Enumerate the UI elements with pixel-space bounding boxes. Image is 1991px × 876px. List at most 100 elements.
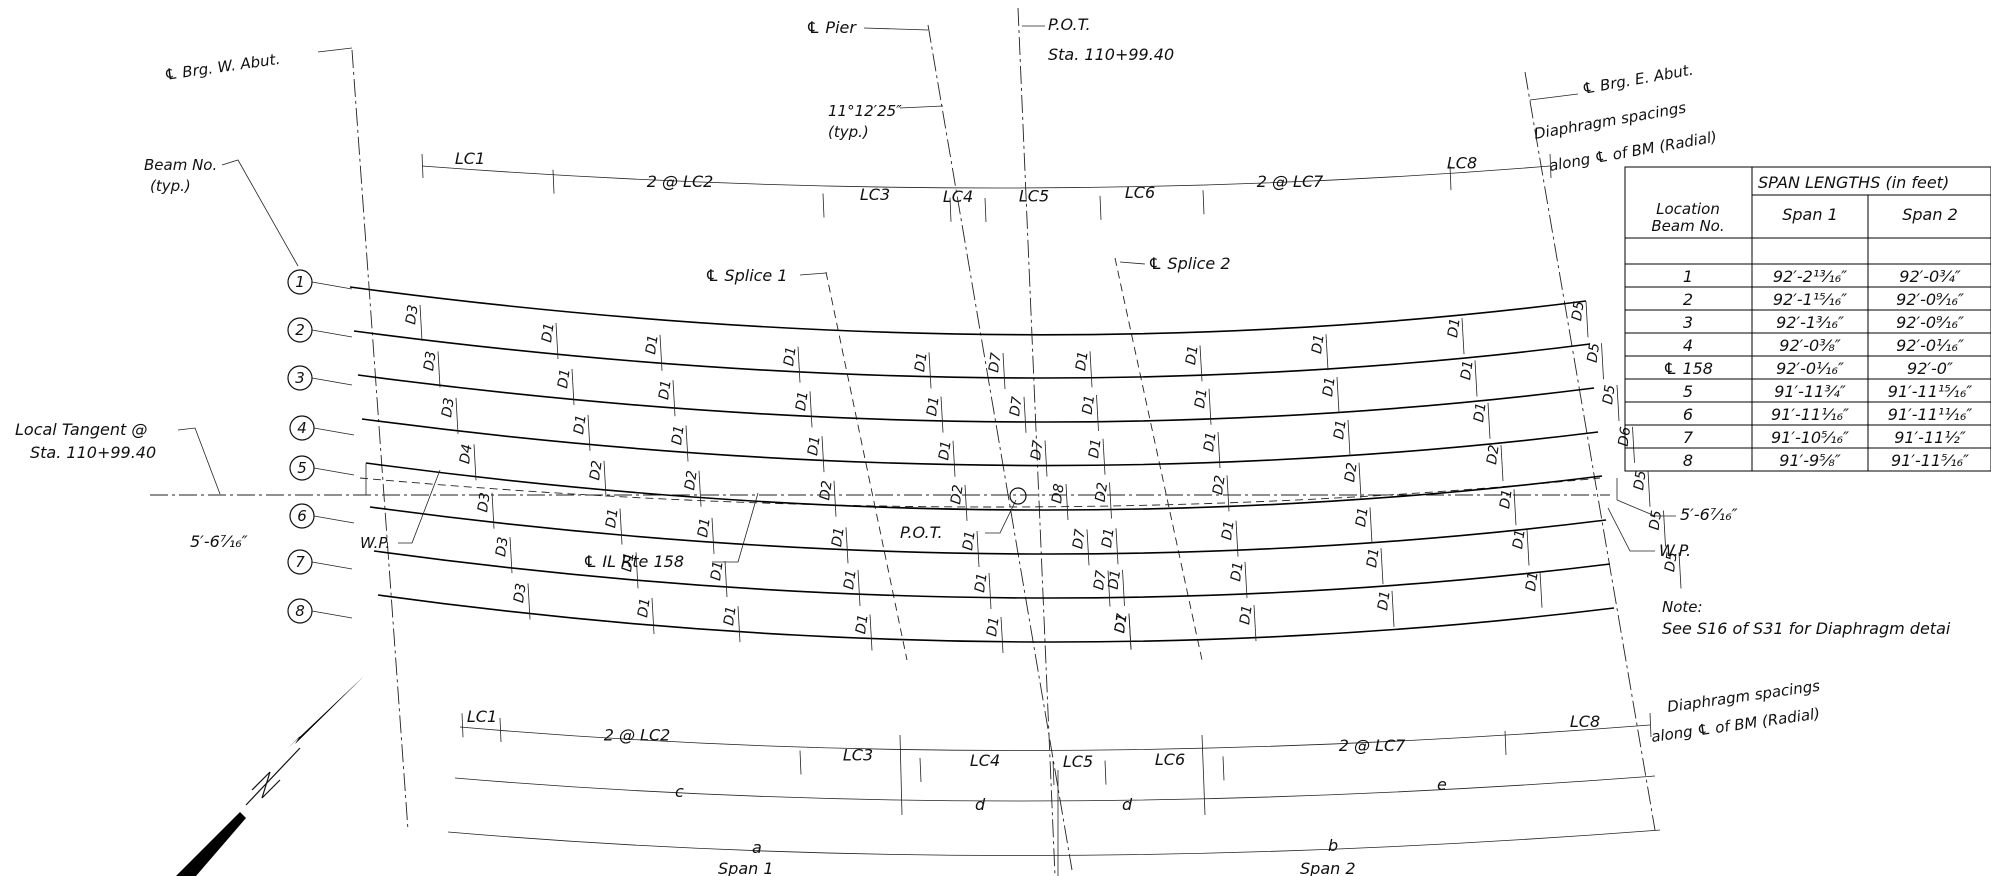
diaphragm-member [1217, 432, 1221, 469]
east-abutment-bearing-line [1524, 71, 1656, 831]
pot-center-leader [985, 499, 1017, 534]
diaphragm-label: D3 [493, 536, 512, 558]
diaphragm-member [1369, 507, 1373, 544]
diaphragm-member [821, 436, 825, 473]
table-frame [1624, 166, 1991, 472]
table-cell: 92′-2¹³⁄₁₆″ [1773, 267, 1847, 286]
table-cell: 92′-0³⁄₄″ [1899, 267, 1960, 286]
pot-center-label: P.O.T. [900, 523, 943, 542]
table-cell: 92′-1¹⁵⁄₁₆″ [1773, 290, 1847, 309]
beam-line-7 [373, 550, 1611, 599]
bottom-dimensions: c d d e a b Span 1 Span 2 Diaphragm spac… [447, 677, 1821, 876]
table-cell: 4 [1683, 336, 1693, 355]
diaphragm-member [1208, 388, 1212, 425]
diaphragm-label: D1 [1228, 561, 1247, 583]
table-cell: 3 [1683, 313, 1693, 332]
dim-d2-label: d [1122, 795, 1133, 814]
diaphragm-label: D5 [1600, 384, 1619, 406]
beam-number-label: 4 [297, 419, 307, 437]
pier-centerline [927, 24, 1073, 871]
diaphragm-member [1235, 520, 1239, 557]
diaphragm-member [1109, 482, 1112, 519]
bottom-dimension-tick [1222, 756, 1225, 781]
beam-line-4 [361, 418, 1599, 467]
diaphragm-label: D1 [1353, 506, 1372, 528]
skew-leader [899, 105, 944, 109]
diaphragm-member [940, 396, 944, 433]
header-beam-no: Beam No. [1651, 217, 1724, 235]
offset-left-label: 5′-6⁷⁄₁₆″ [190, 532, 248, 551]
right-annotations: 5′-6⁷⁄₁₆″ W.P. Note: See S16 of S31 for … [1607, 478, 1951, 638]
diaphragm-member [737, 606, 741, 643]
diaphragm-label: D1 [708, 560, 727, 582]
diaphragm-label: D3 [421, 350, 440, 372]
beam-bubble-leader [311, 610, 353, 619]
bottom-dimension-tick [799, 750, 802, 775]
diaphragm-label: D7 [1007, 396, 1026, 418]
table-cell: 1 [1683, 267, 1693, 286]
splice-2-label: ℄ Splice 2 [1148, 254, 1231, 273]
diaphragm-label: D1 [1106, 569, 1125, 591]
diaphragm-label: D1 [924, 395, 943, 417]
diaphragm-label: D1 [619, 551, 638, 573]
diaphragm-member [1325, 334, 1329, 371]
local-tangent-station: Sta. 110+99.40 [30, 443, 156, 462]
route-158-centerline [359, 477, 1601, 508]
diaphragm-label: D1 [805, 435, 824, 457]
table-cell: 6 [1683, 405, 1693, 424]
wp-right-label: W.P. [1659, 541, 1691, 560]
diaphragm-member [724, 561, 728, 598]
diaphragm-label: D5 [1585, 342, 1604, 364]
bottom-dimension-tick [499, 718, 502, 743]
bottom-spacing-label: LC5 [1063, 752, 1093, 771]
north-arrow-shaft [245, 747, 301, 806]
diaphragm-label: D7 [1070, 528, 1089, 550]
diaphragm-member [928, 352, 932, 389]
beam-bubble-leader [311, 377, 353, 386]
table-cell: 91′-11¹¹⁄₁₆″ [1888, 405, 1972, 424]
diaphragm-member [1347, 419, 1351, 456]
diaphragm-member [1244, 561, 1248, 598]
table-cell: 92′-0⁹⁄₁₆″ [1896, 290, 1964, 309]
wp-right-leader [1607, 507, 1655, 552]
diaphragm-label: D1 [1364, 547, 1383, 569]
table-cell: 92′-0¹⁄₁₆″ [1776, 359, 1844, 378]
diaphragm-label: D1 [1192, 388, 1211, 410]
table-cell: 7 [1683, 428, 1694, 447]
diaphragm-member [809, 391, 813, 428]
diaphragm-label: D1 [656, 379, 675, 401]
diaphragm-member [1632, 426, 1635, 463]
diaphragm-label: D1 [1320, 376, 1339, 398]
diaphragm-label: D7 [1091, 569, 1110, 591]
bottom-spacing-label: LC3 [843, 746, 873, 765]
diaphragm-member [833, 480, 837, 517]
diaphragm-member [659, 334, 663, 371]
diaphragm-label: D1 [1331, 419, 1350, 441]
tick-c-d [899, 734, 903, 816]
table-cell: 92′-0″ [1907, 359, 1953, 378]
left-annotations: Local Tangent @ Sta. 110+99.40 5′-6⁷⁄₁₆″… [15, 420, 1017, 571]
span-lengths-table: SPAN LENGTHS (in feet) Location Beam No.… [1624, 166, 1991, 472]
beam-bubble-leader [311, 329, 353, 338]
top-spacing-label: 2 @ LC2 [647, 172, 714, 191]
diaphragm-label: D1 [960, 530, 979, 552]
diaphragm-member [711, 517, 715, 554]
local-tangent-label: Local Tangent @ [15, 420, 147, 439]
dim-d1-label: d [975, 795, 986, 814]
diaphragm-member [1044, 440, 1048, 477]
diaphragm-label: D1 [912, 351, 931, 373]
pier-leader [863, 27, 929, 31]
diaphragm-member [976, 530, 980, 567]
note-title: Note: [1662, 598, 1703, 616]
diaphragm-label: D3 [403, 304, 422, 326]
diaphragm-label: D1 [972, 572, 991, 594]
beam-number-bubbles: 1 2 3 4 5 6 7 8 [287, 269, 355, 624]
splice-1-leader [799, 272, 827, 276]
diaphragm-label: D2 [587, 459, 606, 481]
diaphragm-label: D3 [511, 582, 530, 604]
table-cell: 92′-0⁹⁄₁₆″ [1896, 313, 1964, 332]
diaphragm-member [571, 368, 575, 405]
bottom-dimension-tick [461, 713, 464, 738]
dim-b-label: b [1328, 836, 1338, 855]
top-dimension-tick [822, 193, 825, 218]
